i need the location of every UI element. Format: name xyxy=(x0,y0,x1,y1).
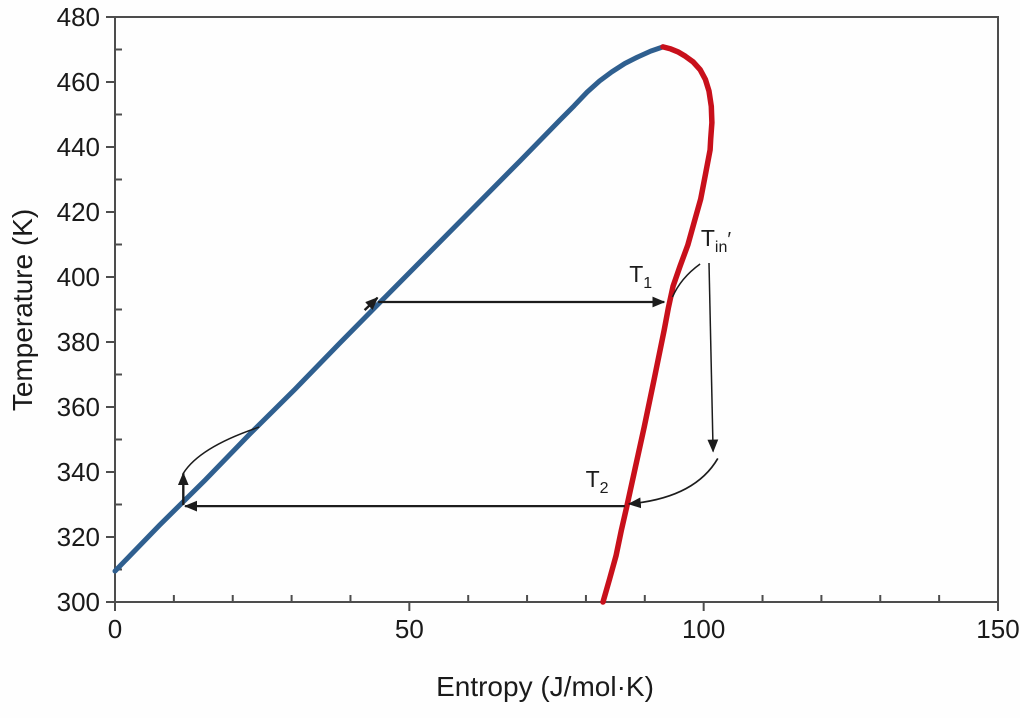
y-tick-label: 440 xyxy=(57,132,100,162)
tin-pointer-to-t1 xyxy=(671,263,701,298)
y-tick-label: 340 xyxy=(57,457,100,487)
x-tick-label: 0 xyxy=(108,614,122,644)
tin-curve-to-t2 xyxy=(627,457,719,509)
liquid-line-flow-arrow xyxy=(363,296,379,311)
saturated-vapor-line xyxy=(600,44,715,605)
y-tick-label: 300 xyxy=(57,587,100,617)
y-tick-label: 360 xyxy=(57,392,100,422)
saturated-liquid-line xyxy=(112,44,666,574)
y-tick-label: 460 xyxy=(57,67,100,97)
x-axis-title: Entropy (J/mol·K) xyxy=(436,671,654,702)
tin-label: Tin′ xyxy=(701,225,732,256)
y-tick-label: 320 xyxy=(57,522,100,552)
y-tick-label: 420 xyxy=(57,197,100,227)
y-axis-title: Temperature (K) xyxy=(7,209,38,411)
y-tick-label: 400 xyxy=(57,262,100,292)
x-tick-label: 100 xyxy=(682,614,725,644)
t2-label: T2 xyxy=(586,466,609,497)
x-tick-label: 150 xyxy=(976,614,1019,644)
plot-border xyxy=(114,16,999,603)
y-tick-label: 480 xyxy=(57,2,100,32)
tin-pointer-down xyxy=(707,262,719,453)
t1-label: T1 xyxy=(629,261,652,292)
y-tick-label: 380 xyxy=(57,327,100,357)
pump-exit-curve xyxy=(182,426,260,474)
generated-chart-content: 300 320 340 360 380 400 420 440 460 480 0 50 100 150 T… xyxy=(57,2,1020,644)
x-tick-label: 50 xyxy=(395,614,424,644)
